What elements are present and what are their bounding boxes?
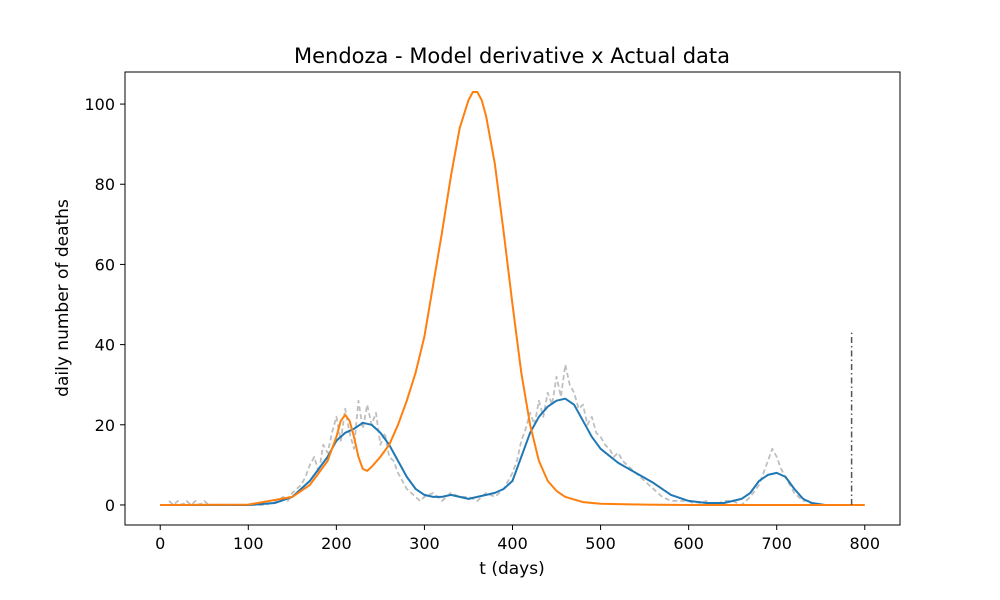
- series-line-raw: [168, 363, 821, 506]
- y-tick-label: 0: [105, 496, 115, 515]
- x-tick-label: 300: [409, 534, 440, 553]
- x-tick-label: 0: [155, 534, 165, 553]
- y-axis-label: daily number of deaths: [53, 199, 73, 397]
- x-tick-label: 400: [497, 534, 528, 553]
- y-tick-label: 60: [95, 255, 115, 274]
- x-tick-label: 800: [849, 534, 880, 553]
- y-tick-label: 40: [95, 336, 115, 355]
- y-axis: 0 20 40 60 80 100: [84, 95, 125, 515]
- x-tick-label: 500: [585, 534, 616, 553]
- x-tick-label: 100: [233, 534, 264, 553]
- x-tick-label: 600: [673, 534, 704, 553]
- x-tick-label: 200: [321, 534, 352, 553]
- series-line-model: [160, 91, 865, 506]
- plot-area: [160, 91, 865, 506]
- x-tick-label: 700: [761, 534, 792, 553]
- x-axis: 0 100 200 300 400 500 600 700 800: [155, 525, 880, 553]
- series-line-smooth: [160, 397, 826, 506]
- x-axis-label: t (days): [479, 559, 544, 579]
- chart-title: Mendoza - Model derivative x Actual data: [294, 44, 730, 68]
- y-tick-label: 20: [95, 416, 115, 435]
- y-tick-label: 80: [95, 175, 115, 194]
- y-tick-label: 100: [84, 95, 115, 114]
